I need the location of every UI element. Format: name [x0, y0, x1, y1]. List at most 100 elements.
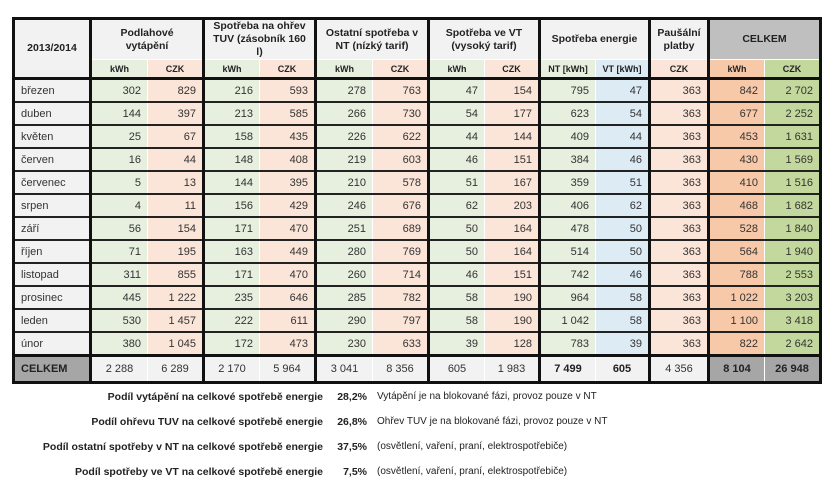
energy-table-container: 2013/2014 Podlahové vytápění Spotřeba na … — [12, 17, 822, 384]
value-cell: 50 — [595, 239, 650, 264]
note-text: (osvětlení, vaření, praní, elektrospotře… — [377, 441, 568, 452]
note-label: Podíl spotřeby ve VT na celkové spotřebě… — [74, 466, 323, 478]
value-cell: 285 — [314, 285, 373, 310]
value-cell: 50 — [427, 216, 485, 241]
value-cell: 730 — [372, 101, 429, 126]
value-cell: 235 — [202, 285, 260, 310]
value-cell: 44 — [427, 124, 485, 149]
value-cell: 216 — [202, 78, 260, 103]
value-cell: 3 203 — [764, 285, 822, 310]
note-text: Ohřev TUV je na blokované fázi, provoz p… — [377, 416, 608, 427]
subheader-kwh: kWh — [707, 59, 765, 79]
value-cell: 1 569 — [764, 147, 822, 172]
table-row: duben 144 397 213 585 266 730 54 177 623 54 363 677 2… — [12, 101, 822, 126]
value-cell: 67 — [147, 124, 204, 149]
value-cell: 203 — [484, 193, 540, 218]
value-cell: 302 — [89, 78, 148, 103]
value-cell: 58 — [427, 308, 485, 333]
value-cell: 363 — [648, 216, 709, 241]
value-cell: 164 — [484, 239, 540, 264]
value-cell: 4 — [89, 193, 148, 218]
value-cell: 363 — [648, 239, 709, 264]
value-cell: 2 642 — [764, 331, 822, 357]
value-cell: 633 — [372, 331, 429, 357]
value-cell: 39 — [595, 331, 650, 357]
value-cell: 363 — [648, 331, 709, 357]
value-cell: 363 — [648, 308, 709, 333]
table-row: březen 302 829 216 593 278 763 47 154 795 47 363 842… — [12, 78, 822, 103]
subheader-kwh: kWh — [427, 59, 485, 79]
value-cell: 564 — [707, 239, 765, 264]
value-cell: 363 — [648, 101, 709, 126]
value-cell: 46 — [427, 147, 485, 172]
value-cell: 677 — [707, 101, 765, 126]
value-cell: 795 — [538, 78, 596, 103]
value-cell: 1 516 — [764, 170, 822, 195]
value-cell: 408 — [259, 147, 316, 172]
value-cell: 363 — [648, 78, 709, 103]
energy-consumption-table: 2013/2014 Podlahové vytápění Spotřeba na … — [12, 17, 822, 384]
value-cell: 646 — [259, 285, 316, 310]
value-cell: 2 702 — [764, 78, 822, 103]
note-percentage: 28,2% — [337, 391, 367, 403]
value-cell: 363 — [648, 285, 709, 310]
value-cell: 222 — [202, 308, 260, 333]
value-cell: 623 — [538, 101, 596, 126]
value-cell: 363 — [648, 170, 709, 195]
value-cell: 676 — [372, 193, 429, 218]
group-header: Paušální platby — [648, 17, 709, 60]
table-row: prosinec 445 1 222 235 646 285 782 58 190 964 58 36… — [12, 285, 822, 310]
subheader-kwh: kWh — [314, 59, 373, 79]
value-cell: 13 — [147, 170, 204, 195]
value-cell: 742 — [538, 262, 596, 287]
value-cell: 1 022 — [707, 285, 765, 310]
value-cell: 58 — [595, 308, 650, 333]
total-cell: 5 964 — [259, 354, 316, 384]
subheader-czk: CZK — [484, 59, 540, 79]
value-cell: 16 — [89, 147, 148, 172]
value-cell: 478 — [538, 216, 596, 241]
value-cell: 226 — [314, 124, 373, 149]
value-cell: 797 — [372, 308, 429, 333]
value-cell: 56 — [89, 216, 148, 241]
value-cell: 195 — [147, 239, 204, 264]
note-row: Podíl vytápění na celkové spotřebě energ… — [0, 391, 830, 407]
group-header: CELKEM — [707, 17, 822, 60]
value-cell: 453 — [707, 124, 765, 149]
month-label: prosinec — [12, 285, 91, 310]
value-cell: 44 — [595, 124, 650, 149]
value-cell: 406 — [538, 193, 596, 218]
year-header: 2013/2014 — [12, 17, 92, 80]
value-cell: 822 — [707, 331, 765, 357]
subheader-czk: CZK — [372, 59, 429, 79]
note-label: Podíl vytápění na celkové spotřebě energ… — [107, 391, 323, 403]
value-cell: 25 — [89, 124, 148, 149]
value-cell: 2 252 — [764, 101, 822, 126]
value-cell: 470 — [259, 262, 316, 287]
table-row: červenec 5 13 144 395 210 578 51 167 359 51 363 410 1… — [12, 170, 822, 195]
value-cell: 593 — [259, 78, 316, 103]
note-percentage: 26,8% — [337, 416, 367, 428]
value-cell: 1 045 — [147, 331, 204, 357]
total-cell: 605 — [427, 354, 485, 384]
subheader-vtkwh: VT [kWh] — [595, 59, 650, 79]
table-row: únor 380 1 045 172 473 230 633 39 128 783 39 363 822… — [12, 331, 822, 357]
value-cell: 167 — [484, 170, 540, 195]
value-cell: 470 — [259, 216, 316, 241]
value-cell: 151 — [484, 147, 540, 172]
total-cell: 2 288 — [89, 354, 148, 384]
subheader-czk: CZK — [147, 59, 204, 79]
note-row: Podíl spotřeby ve VT na celkové spotřebě… — [0, 466, 830, 482]
value-cell: 190 — [484, 285, 540, 310]
total-row: CELKEM 2 288 6 289 2 170 5 964 3 041 8 356 605 1… — [12, 354, 822, 384]
total-cell: 1 983 — [484, 354, 540, 384]
value-cell: 46 — [595, 147, 650, 172]
month-label: červenec — [12, 170, 91, 195]
value-cell: 278 — [314, 78, 373, 103]
value-cell: 210 — [314, 170, 373, 195]
month-label: březen — [12, 78, 91, 103]
value-cell: 62 — [595, 193, 650, 218]
value-cell: 54 — [427, 101, 485, 126]
value-cell: 530 — [89, 308, 148, 333]
value-cell: 128 — [484, 331, 540, 357]
